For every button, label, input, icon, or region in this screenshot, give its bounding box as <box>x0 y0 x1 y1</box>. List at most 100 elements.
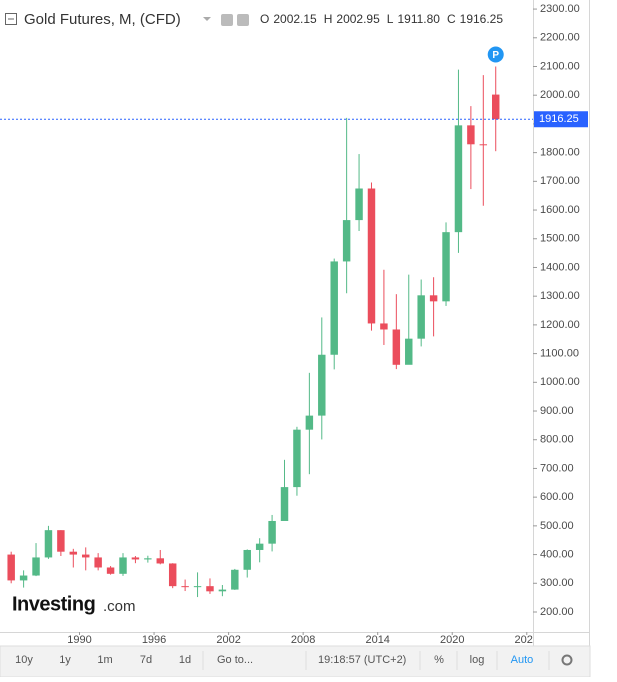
range-button[interactable]: 1y <box>59 654 71 666</box>
goto-button[interactable]: Go to... <box>217 654 253 666</box>
candle-body <box>355 188 363 221</box>
scale-option[interactable]: % <box>434 654 444 666</box>
candle-body <box>367 188 376 324</box>
candle-body <box>417 295 425 339</box>
x-tick-label: 1990 <box>67 634 91 646</box>
toolbar <box>0 645 591 678</box>
candle-body <box>57 530 65 552</box>
ohlc-name: L <box>387 12 394 26</box>
chart-title: Gold Futures, M, (CFD) <box>24 11 181 28</box>
candle-body <box>7 554 15 581</box>
y-tick-label: 1800.00 <box>540 147 580 159</box>
last-price-label: 1916.25 <box>539 113 579 125</box>
y-tick-label: 200.00 <box>540 606 574 618</box>
clock: 19:18:57 (UTC+2) <box>318 654 406 666</box>
y-tick-label: 900.00 <box>540 405 574 417</box>
event-marker[interactable] <box>487 46 504 63</box>
event-marker-label: P <box>492 50 499 61</box>
y-tick-label: 300.00 <box>540 577 574 589</box>
candle-body <box>32 557 40 576</box>
candle-body <box>243 549 251 570</box>
candle-body <box>392 329 401 365</box>
settings-icon[interactable] <box>237 14 249 26</box>
logo-main: Investing <box>12 593 95 615</box>
y-tick-label: 1200.00 <box>540 319 580 331</box>
y-tick-label: 600.00 <box>540 491 574 503</box>
header: Gold Futures, M, (CFD) O 2002.15 H 2002.95 L… <box>5 11 504 28</box>
candle-body <box>119 557 127 574</box>
candle-body <box>255 543 264 550</box>
candle-body <box>94 557 102 568</box>
ohlc-name: C <box>447 12 456 26</box>
visibility-icon[interactable] <box>221 14 233 26</box>
candle-body <box>193 586 202 588</box>
x-tick-label: 2008 <box>291 634 315 646</box>
candle-body <box>168 563 177 587</box>
ohlc-value: 2002.95 <box>336 12 380 26</box>
y-tick-label: 1300.00 <box>540 290 580 302</box>
y-tick-label: 1000.00 <box>540 376 580 388</box>
candle-body <box>429 295 438 302</box>
candle-body <box>268 520 276 544</box>
candle-body <box>218 589 227 592</box>
y-tick-label: 2300.00 <box>540 3 580 15</box>
candle-body <box>293 429 301 488</box>
y-tick-label: 1500.00 <box>540 233 580 245</box>
scale-option[interactable]: Auto <box>511 654 534 666</box>
candle-body <box>44 530 53 558</box>
settings-icon[interactable] <box>561 654 573 666</box>
candle-body <box>181 586 189 588</box>
x-tick-label: 2026 <box>515 634 539 646</box>
candle-body <box>19 575 28 581</box>
candle-body <box>492 94 500 120</box>
plot <box>7 66 500 598</box>
logo-suffix: .com <box>103 598 136 615</box>
candle-body <box>342 220 351 262</box>
candle-body <box>82 554 90 558</box>
candle-body <box>467 125 475 145</box>
candle-body <box>106 567 115 574</box>
candle-body <box>69 551 78 555</box>
candle-body <box>156 558 164 564</box>
x-tick-label: 1996 <box>142 634 166 646</box>
range-button[interactable]: 10y <box>15 654 33 666</box>
range-button[interactable]: 7d <box>140 654 152 666</box>
candle-body <box>442 232 450 302</box>
x-tick-label: 2002 <box>216 634 240 646</box>
range-button[interactable]: 1m <box>97 654 112 666</box>
ohlc-value: 1911.80 <box>397 12 440 26</box>
x-tick-label: 2014 <box>365 634 389 646</box>
last-price-box <box>534 111 588 128</box>
range-button[interactable]: 1d <box>179 654 191 666</box>
y-tick-label: 2000.00 <box>540 89 580 101</box>
candle-body <box>206 586 214 592</box>
background <box>0 0 590 677</box>
ohlc-name: H <box>324 12 333 26</box>
dropdown-icon[interactable] <box>203 17 211 21</box>
y-tick-label: 1100.00 <box>540 348 579 360</box>
candle-body <box>280 487 289 521</box>
x-tick-label: 2020 <box>440 634 464 646</box>
candle-body <box>380 323 388 330</box>
ohlc-name: O <box>260 12 269 26</box>
candle-body <box>131 557 140 560</box>
y-tick-label: 1700.00 <box>540 175 580 187</box>
candle-body <box>330 261 338 355</box>
ohlc-value: 2002.15 <box>273 12 317 26</box>
candle-body <box>454 125 463 233</box>
y-tick-label: 2100.00 <box>540 60 580 72</box>
candle-body <box>318 354 326 416</box>
ohlc-value: 1916.25 <box>460 12 504 26</box>
scale-option[interactable]: log <box>470 654 485 666</box>
y-tick-label: 800.00 <box>540 434 574 446</box>
logo: Investing .com <box>12 593 136 615</box>
candle-body <box>144 558 152 560</box>
y-tick-label: 700.00 <box>540 462 574 474</box>
y-tick-label: 1600.00 <box>540 204 580 216</box>
x-axis: 1990 1996 2002 2008 2014 2020 2026 <box>67 632 539 646</box>
candle-body <box>231 569 239 590</box>
candle-body <box>305 415 314 430</box>
candle-body <box>479 144 488 146</box>
